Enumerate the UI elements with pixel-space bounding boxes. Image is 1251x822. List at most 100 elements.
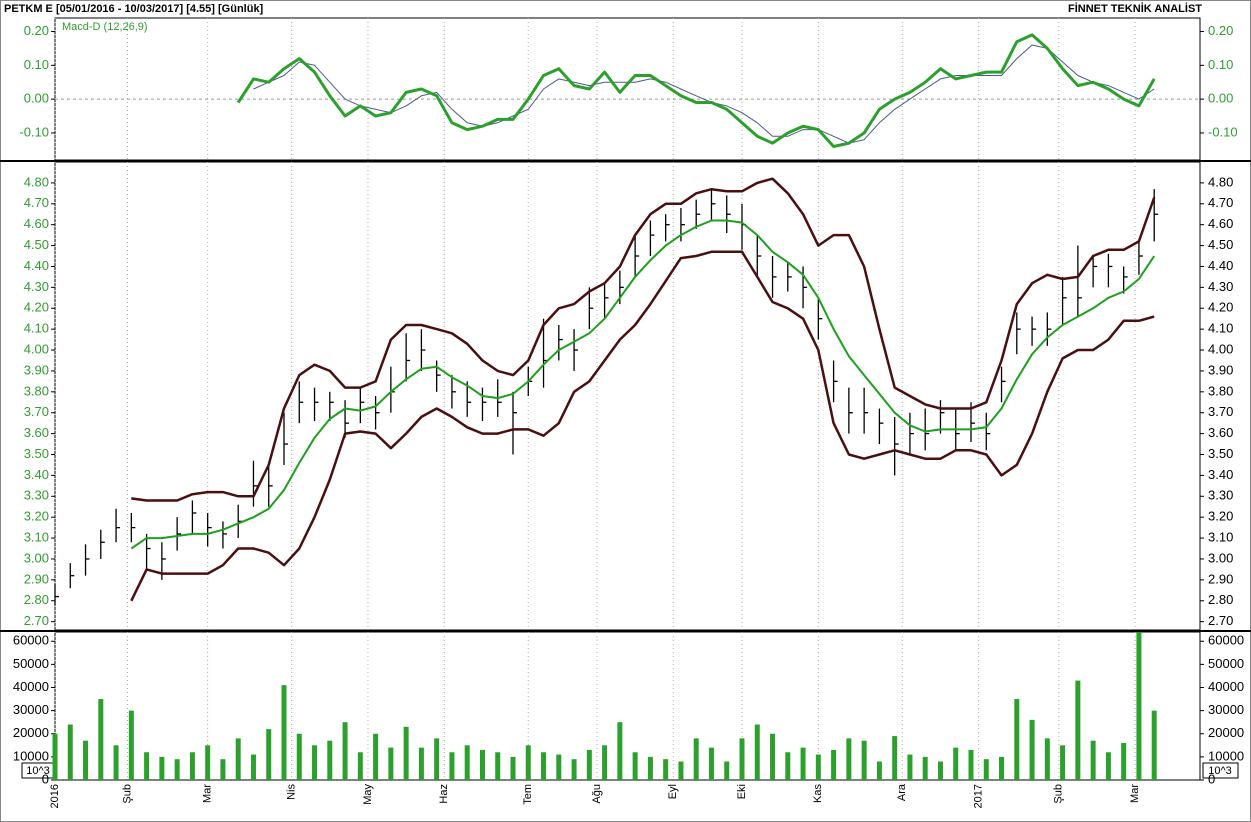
series-line <box>253 44 1155 144</box>
volume-bar <box>357 752 363 780</box>
y-tick-label: 2.80 <box>24 592 49 607</box>
y-tick-label: 3.00 <box>24 550 49 565</box>
volume-bar <box>98 699 104 780</box>
volume-bar <box>67 724 73 780</box>
volume-bar <box>861 740 867 780</box>
volume-bar <box>937 761 943 780</box>
y-tick-label: 3.30 <box>1208 488 1233 503</box>
x-tick-label: Eyl <box>667 784 679 799</box>
y-tick-label: 0.20 <box>1208 23 1233 38</box>
y-tick-label: 3.50 <box>1208 446 1233 461</box>
volume-bar <box>205 745 211 780</box>
y-tick-label: 3.80 <box>1208 383 1233 398</box>
volume-bar <box>693 738 699 780</box>
volume-bar <box>235 738 241 780</box>
y-tick-label: -0.10 <box>1208 124 1238 139</box>
volume-bar <box>846 738 852 780</box>
volume-bar <box>1151 710 1157 780</box>
y-tick-label: 4.80 <box>24 174 49 189</box>
y-tick-label: 3.30 <box>24 488 49 503</box>
volume-bar <box>174 759 180 780</box>
volume-bar <box>999 756 1005 780</box>
volume-bar <box>541 752 547 780</box>
x-tick-label: Nis <box>286 784 298 800</box>
volume-bar <box>678 761 684 780</box>
y-tick-label: 4.00 <box>24 341 49 356</box>
x-tick-label: Mar <box>202 784 214 803</box>
volume-bar <box>52 733 58 780</box>
unit-box <box>1202 762 1239 779</box>
volume-bar <box>418 747 424 780</box>
y-tick-label: 4.80 <box>1208 174 1233 189</box>
volume-bar <box>632 752 638 780</box>
x-tick-label: Eki <box>736 784 748 799</box>
volume-bar <box>1136 632 1142 780</box>
y-tick-label: 0.00 <box>24 91 49 106</box>
y-tick-label: 3.90 <box>24 362 49 377</box>
volume-bar <box>876 761 882 780</box>
y-tick-label: 0 <box>1208 771 1215 786</box>
volume-bar <box>602 745 608 780</box>
y-tick-label: 3.60 <box>24 425 49 440</box>
y-tick-label: 4.20 <box>1208 300 1233 315</box>
volume-bar <box>1060 745 1066 780</box>
y-tick-label: 4.70 <box>24 195 49 210</box>
y-tick-label: 3.90 <box>1208 362 1233 377</box>
y-tick-label: 4.50 <box>1208 237 1233 252</box>
volume-bar <box>724 761 730 780</box>
volume-bar <box>785 752 791 780</box>
x-tick-label: Ara <box>896 783 908 801</box>
unit-label: 10^3 <box>1208 765 1232 777</box>
y-tick-label: 2.70 <box>1208 613 1233 628</box>
y-tick-label: 0.10 <box>24 57 49 72</box>
volume-bar <box>388 747 394 780</box>
volume-bar <box>1044 738 1050 780</box>
volume-bar <box>510 756 516 780</box>
y-tick-label: 2.90 <box>24 571 49 586</box>
y-tick-label: 10000 <box>1208 748 1244 763</box>
volume-bar <box>953 747 959 780</box>
y-tick-label: 3.70 <box>1208 404 1233 419</box>
x-tick-label: 2017 <box>973 784 985 808</box>
x-tick-label: Şub <box>1053 784 1065 804</box>
volume-bar <box>922 756 928 780</box>
y-tick-label: 3.10 <box>24 530 49 545</box>
y-tick-label: 3.20 <box>24 509 49 524</box>
y-tick-label: 4.70 <box>1208 195 1233 210</box>
volume-bar <box>815 754 821 780</box>
volume-bar <box>434 738 440 780</box>
x-tick-label: May <box>362 784 374 805</box>
y-tick-label: 60000 <box>13 633 49 648</box>
volume-bar <box>1014 699 1020 780</box>
y-tick-label: 50000 <box>1208 656 1244 671</box>
volume-bar <box>892 736 898 780</box>
series-line <box>131 177 1156 502</box>
y-tick-label: 20000 <box>1208 725 1244 740</box>
x-tick-label: Ağu <box>591 784 603 804</box>
y-tick-label: 3.60 <box>1208 425 1233 440</box>
volume-bar <box>1121 743 1127 780</box>
y-tick-label: 3.50 <box>24 446 49 461</box>
volume-bar <box>556 754 562 780</box>
volume-bar <box>1029 719 1035 780</box>
volume-bar <box>220 759 226 780</box>
volume-bar <box>342 722 348 780</box>
volume-bar <box>312 745 318 780</box>
volume-bar <box>754 724 760 780</box>
volume-bar <box>831 749 837 780</box>
y-tick-label: 0.00 <box>1208 91 1233 106</box>
y-tick-label: 30000 <box>1208 702 1244 717</box>
series-line <box>236 33 1156 148</box>
y-tick-label: 4.20 <box>24 300 49 315</box>
volume-bar <box>159 756 165 780</box>
x-tick-label: 2016 <box>49 784 61 808</box>
volume-bar <box>907 754 913 780</box>
y-tick-label: 3.70 <box>24 404 49 419</box>
volume-bar <box>250 754 256 780</box>
y-tick-label: 40000 <box>1208 679 1244 694</box>
unit-label: 10^3 <box>26 765 50 777</box>
volume-bar <box>571 759 577 780</box>
